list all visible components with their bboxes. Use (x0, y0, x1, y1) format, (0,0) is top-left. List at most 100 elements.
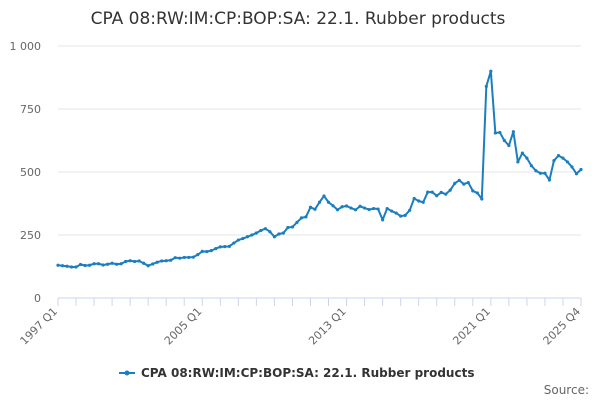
data-point[interactable] (349, 206, 353, 210)
data-point[interactable] (56, 263, 60, 267)
data-point[interactable] (245, 235, 249, 239)
data-point[interactable] (259, 228, 263, 233)
data-point[interactable] (155, 260, 159, 264)
data-point[interactable] (223, 244, 227, 249)
data-point[interactable] (78, 262, 83, 267)
data-point[interactable] (326, 200, 331, 204)
data-point[interactable] (331, 204, 335, 208)
data-point[interactable] (372, 206, 376, 211)
data-point[interactable] (493, 131, 497, 135)
data-point[interactable] (394, 211, 398, 215)
data-point[interactable] (272, 235, 277, 239)
data-point[interactable] (565, 160, 570, 164)
data-point[interactable] (543, 171, 547, 175)
data-point[interactable] (290, 225, 295, 229)
data-point[interactable] (574, 172, 579, 176)
data-point[interactable] (462, 182, 466, 186)
data-point[interactable] (489, 69, 493, 73)
data-point[interactable] (358, 204, 362, 208)
data-point[interactable] (525, 156, 529, 160)
data-point[interactable] (547, 178, 552, 182)
data-point[interactable] (115, 262, 119, 266)
data-point[interactable] (471, 189, 475, 193)
data-point[interactable] (128, 259, 132, 263)
data-point[interactable] (254, 231, 258, 235)
data-point[interactable] (74, 265, 78, 269)
data-point[interactable] (344, 204, 349, 208)
data-point[interactable] (502, 138, 506, 143)
data-point[interactable] (105, 262, 110, 266)
data-point[interactable] (191, 255, 195, 259)
data-point[interactable] (146, 264, 150, 268)
data-point[interactable] (534, 169, 538, 173)
data-point[interactable] (430, 190, 434, 194)
source-label[interactable]: Source: (544, 383, 589, 397)
data-point[interactable] (475, 191, 479, 195)
data-point[interactable] (232, 241, 236, 245)
data-point[interactable] (498, 130, 502, 135)
data-point[interactable] (552, 159, 556, 163)
data-point[interactable] (399, 214, 403, 218)
data-point[interactable] (520, 151, 524, 155)
data-point[interactable] (308, 205, 313, 209)
data-point[interactable] (60, 264, 65, 268)
data-point[interactable] (299, 216, 304, 220)
data-point[interactable] (96, 262, 101, 266)
data-point[interactable] (87, 263, 92, 267)
data-point[interactable] (182, 255, 186, 260)
data-point[interactable] (381, 218, 385, 222)
data-point[interactable] (92, 262, 96, 266)
data-point[interactable] (453, 181, 457, 185)
data-point[interactable] (317, 200, 322, 204)
data-point[interactable] (178, 256, 182, 260)
data-point[interactable] (209, 249, 213, 253)
data-point[interactable] (561, 156, 565, 160)
data-point[interactable] (390, 209, 394, 213)
data-point[interactable] (435, 194, 439, 198)
data-point[interactable] (511, 130, 515, 134)
data-point[interactable] (263, 227, 267, 231)
data-point[interactable] (362, 206, 367, 210)
data-point[interactable] (457, 178, 461, 182)
data-point[interactable] (205, 250, 209, 254)
data-point[interactable] (367, 207, 371, 212)
data-point[interactable] (556, 154, 561, 158)
data-point[interactable] (250, 233, 254, 237)
data-point[interactable] (507, 143, 511, 148)
data-point[interactable] (570, 165, 574, 169)
data-point[interactable] (538, 171, 543, 175)
data-point[interactable] (133, 259, 137, 264)
data-point[interactable] (69, 265, 74, 269)
data-point[interactable] (137, 259, 141, 263)
data-point[interactable] (408, 208, 412, 212)
data-point[interactable] (322, 194, 326, 198)
data-point[interactable] (160, 259, 164, 263)
data-point[interactable] (304, 215, 308, 219)
data-point[interactable] (516, 160, 520, 164)
data-point[interactable] (448, 188, 452, 192)
data-point[interactable] (340, 205, 344, 209)
data-point[interactable] (295, 220, 299, 224)
data-point[interactable] (353, 208, 358, 212)
data-point[interactable] (412, 196, 416, 201)
data-point[interactable] (579, 167, 583, 172)
data-point[interactable] (421, 200, 425, 204)
data-point[interactable] (196, 253, 200, 257)
data-point[interactable] (466, 180, 470, 185)
data-point[interactable] (173, 256, 177, 260)
data-point[interactable] (480, 197, 484, 201)
data-point[interactable] (169, 258, 173, 262)
data-point[interactable] (142, 261, 146, 265)
data-point[interactable] (268, 230, 272, 234)
data-point[interactable] (200, 249, 204, 253)
data-point[interactable] (444, 192, 448, 196)
data-point[interactable] (417, 199, 421, 203)
data-point[interactable] (529, 164, 534, 168)
data-point[interactable] (227, 244, 231, 248)
data-point[interactable] (286, 225, 290, 230)
data-point[interactable] (281, 231, 286, 235)
data-point[interactable] (214, 247, 218, 251)
data-point[interactable] (65, 264, 69, 268)
data-point[interactable] (439, 190, 443, 195)
data-point[interactable] (385, 206, 389, 211)
